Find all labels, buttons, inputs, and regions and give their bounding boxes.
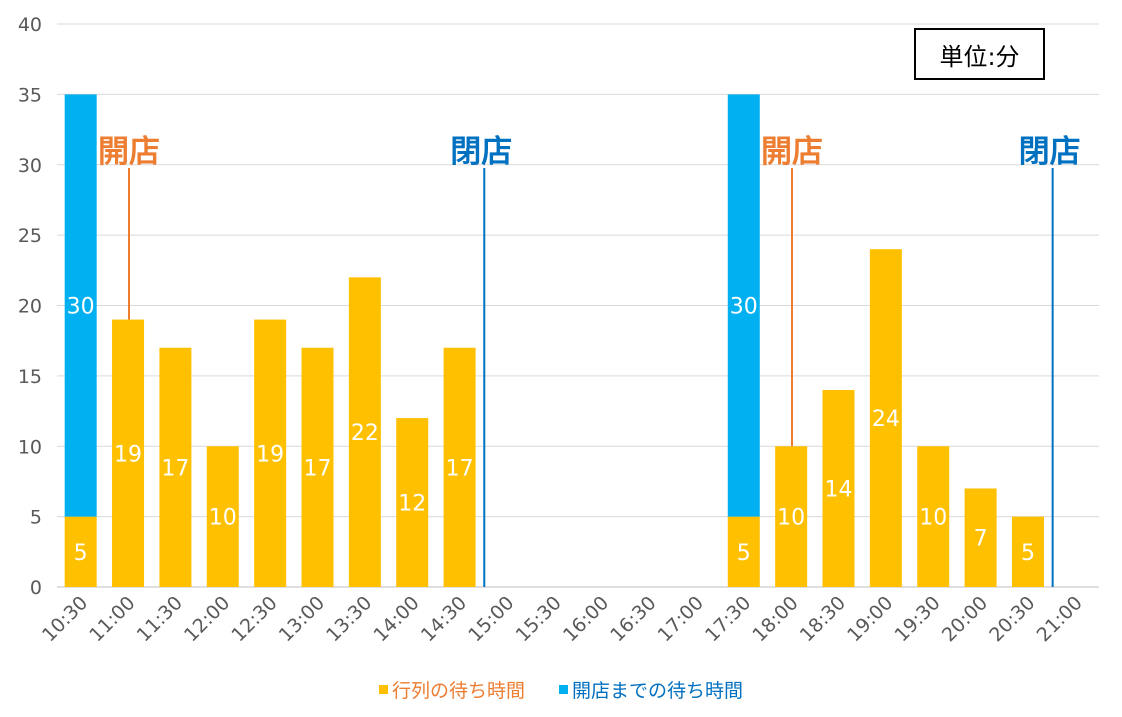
x-tick-label: 15:00 (464, 592, 518, 646)
bar (396, 418, 429, 587)
annotation-label: 開店 (761, 134, 823, 170)
bar (822, 389, 855, 587)
data-label: 17 (446, 456, 474, 481)
x-tick-label: 14:00 (369, 592, 423, 646)
x-tick-label: 19:00 (843, 592, 897, 646)
x-tick-label: 16:30 (606, 592, 660, 646)
x-tick-label: 15:30 (512, 592, 566, 646)
x-tick-label: 16:00 (559, 592, 613, 646)
annotation-label: 開店 (98, 134, 160, 170)
x-tick-label: 13:30 (322, 592, 376, 646)
x-tick-label: 12:00 (180, 592, 234, 646)
bar (301, 347, 334, 587)
x-tick-label: 17:30 (701, 592, 755, 646)
data-label: 10 (777, 506, 805, 531)
x-tick-label: 18:00 (748, 592, 802, 646)
x-tick-label: 20:00 (938, 592, 992, 646)
x-tick-label: 11:30 (133, 592, 187, 646)
y-tick-label: 0 (30, 577, 42, 599)
y-tick-label: 20 (18, 296, 42, 318)
x-tick-label: 17:00 (654, 592, 708, 646)
data-label: 7 (974, 527, 988, 552)
bar (869, 249, 902, 587)
data-label: 24 (872, 407, 900, 432)
x-tick-label: 12:30 (227, 592, 281, 646)
bar (917, 446, 950, 587)
legend-item-opening: 開店までの待ち時間 (559, 676, 743, 703)
data-label: 19 (256, 442, 284, 467)
bar (348, 277, 381, 587)
data-label: 12 (398, 492, 426, 517)
bar (206, 446, 239, 587)
annotations: 開店 閉店 開店 閉店 (98, 134, 1081, 587)
y-tick-label: 15 (18, 366, 42, 388)
x-tick-label: 18:30 (796, 592, 850, 646)
x-tick-label: 10:30 (38, 592, 92, 646)
bar (775, 446, 808, 587)
y-tick-label: 35 (18, 84, 42, 106)
legend-item-queue: 行列の待ち時間 (378, 676, 525, 703)
legend-swatch-queue (378, 685, 388, 694)
y-tick-label: 10 (18, 436, 42, 458)
data-label: 22 (351, 421, 379, 446)
y-tick-label: 5 (30, 507, 42, 529)
x-tick-label: 20:30 (985, 592, 1039, 646)
data-label: 5 (1021, 541, 1035, 566)
data-label: 5 (74, 541, 88, 566)
bar (112, 319, 145, 587)
bar (727, 94, 760, 517)
legend: 行列の待ち時間 開店までの待ち時間 (0, 676, 1122, 703)
legend-label-queue: 行列の待ち時間 (391, 680, 525, 702)
bar (727, 516, 760, 587)
y-tick-label: 40 (18, 14, 42, 36)
x-axis: 10:3011:0011:3012:0012:3013:0013:3014:00… (38, 592, 1087, 646)
bar (443, 347, 476, 587)
bar (254, 319, 287, 587)
data-label: 30 (730, 295, 758, 320)
x-tick-label: 11:00 (85, 592, 139, 646)
bar (64, 516, 97, 587)
data-label: 17 (304, 456, 332, 481)
bars: 5 30 19 17 10 19 17 22 12 17 5 30 10 14 24 10 7 5 (64, 94, 1044, 587)
unit-label: 単位:分 (914, 28, 1045, 80)
y-tick-label: 25 (18, 225, 42, 247)
data-label: 14 (825, 477, 853, 502)
annotation-label: 閉店 (450, 134, 512, 170)
data-label: 19 (114, 442, 142, 467)
annotation-label: 閉店 (1019, 134, 1081, 170)
bar (1011, 516, 1044, 587)
x-tick-label: 13:00 (275, 592, 329, 646)
bar (64, 94, 97, 517)
data-label: 10 (209, 506, 237, 531)
bar (964, 488, 997, 587)
bar (159, 347, 192, 587)
data-label: 17 (161, 456, 189, 481)
y-tick-label: 30 (18, 155, 42, 177)
x-tick-label: 21:00 (1033, 592, 1087, 646)
data-label: 30 (67, 295, 95, 320)
data-label: 10 (919, 506, 947, 531)
legend-swatch-opening (559, 685, 568, 694)
data-label: 5 (737, 541, 751, 566)
legend-label-opening: 開店までの待ち時間 (572, 680, 744, 702)
x-tick-label: 14:30 (417, 592, 471, 646)
x-tick-label: 19:30 (890, 592, 944, 646)
y-axis: 0 5 10 15 20 25 30 35 40 (18, 14, 42, 599)
